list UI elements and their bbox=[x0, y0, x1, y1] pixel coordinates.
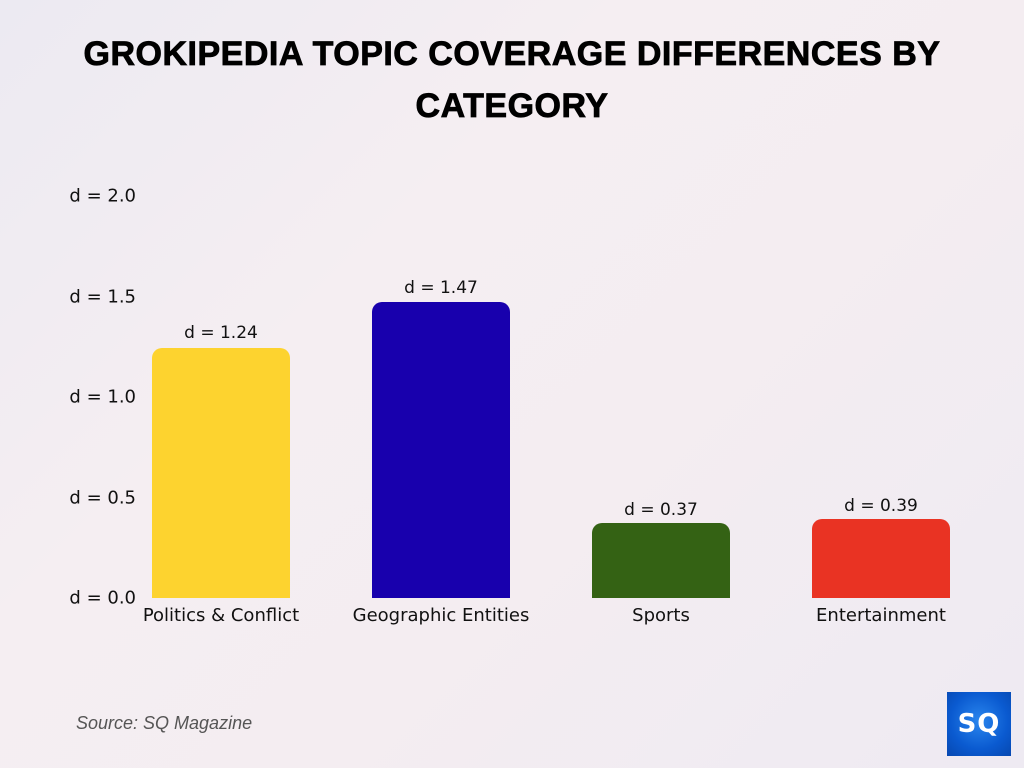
x-category-label: Sports bbox=[632, 605, 690, 626]
bar-value-label: d = 0.37 bbox=[624, 500, 698, 520]
chart-title: GROKIPEDIA TOPIC COVERAGE DIFFERENCES BY… bbox=[83, 35, 941, 126]
bar-value-label: d = 1.47 bbox=[404, 278, 478, 298]
bar-entertainment bbox=[812, 519, 950, 598]
y-tick-label: d = 1.5 bbox=[69, 286, 136, 308]
y-tick-label: d = 1.0 bbox=[69, 386, 136, 408]
bar-value-label: d = 1.24 bbox=[184, 323, 258, 343]
x-category-label: Geographic Entities bbox=[352, 605, 530, 626]
y-tick-label: d = 0.5 bbox=[69, 487, 136, 509]
y-tick-label: d = 2.0 bbox=[69, 185, 136, 207]
y-tick-label: d = 0.0 bbox=[69, 587, 136, 609]
sq-logo: SQ bbox=[947, 692, 1011, 756]
x-category-label: Entertainment bbox=[816, 605, 946, 626]
bar-politics-conflict bbox=[152, 348, 290, 598]
x-category-label: Politics & Conflict bbox=[142, 605, 300, 626]
source-caption: Source: SQ Magazine bbox=[76, 713, 253, 733]
bar-sports bbox=[592, 523, 730, 598]
bar-geographic-entities bbox=[372, 302, 510, 598]
bar-value-label: d = 0.39 bbox=[844, 496, 918, 516]
